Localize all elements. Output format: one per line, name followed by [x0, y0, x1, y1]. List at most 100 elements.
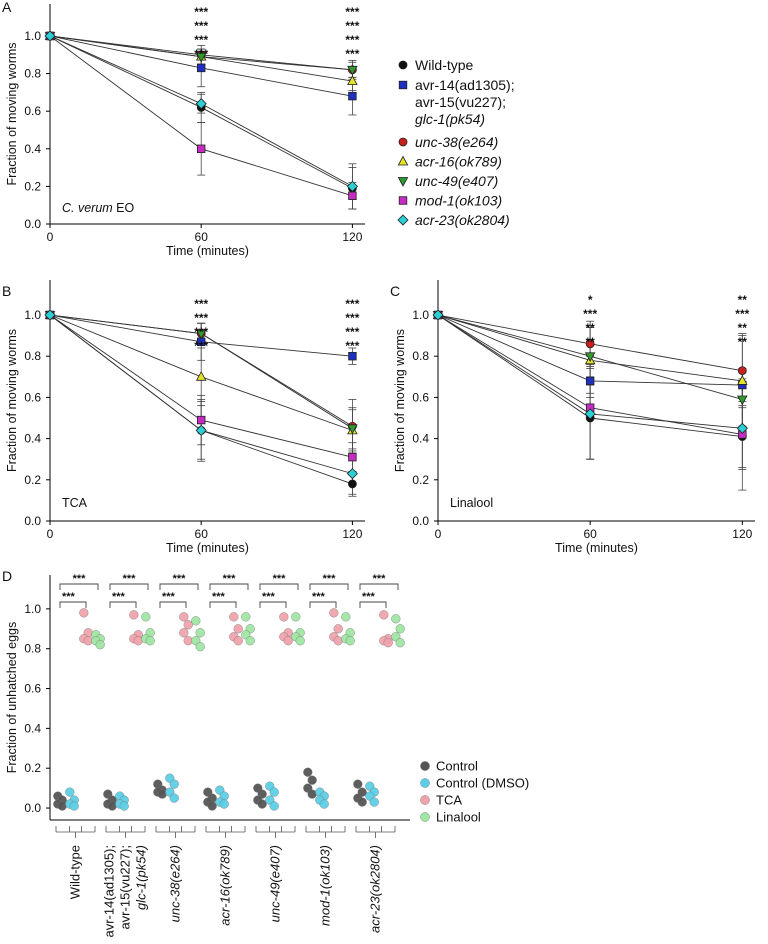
- data-point: [347, 479, 357, 489]
- y-tick-label: 0.6: [24, 390, 41, 404]
- x-axis-title: Time (minutes): [166, 244, 249, 258]
- significance-stars: ***: [323, 573, 337, 585]
- significance-stars: ***: [194, 47, 208, 61]
- data-point: [348, 352, 357, 361]
- significance-bracket: [159, 583, 199, 590]
- data-point: [345, 636, 355, 646]
- panel-letter: C: [390, 283, 400, 299]
- data-point: [295, 636, 305, 646]
- data-point: [269, 801, 279, 811]
- significance-stars: ***: [362, 591, 376, 603]
- data-point: [79, 608, 89, 618]
- data-point: [303, 767, 313, 777]
- legend-label: glc-1(pk54): [415, 111, 485, 127]
- data-point: [195, 52, 207, 63]
- data-point: [391, 614, 401, 624]
- significance-stars: ***: [735, 307, 749, 321]
- category-label: acr-23(ok2804): [368, 845, 383, 933]
- data-point: [44, 30, 56, 42]
- data-point: [233, 624, 243, 634]
- significance-stars: ***: [73, 573, 87, 585]
- data-point: [65, 787, 75, 797]
- data-point: [229, 612, 239, 622]
- y-tick-label: 0.0: [24, 217, 41, 231]
- significance-stars: **: [738, 335, 748, 349]
- significance-stars: ***: [112, 591, 126, 603]
- legend-label: Control (DMSO): [436, 776, 529, 791]
- data-point: [195, 642, 205, 652]
- significance-stars: ***: [583, 307, 597, 321]
- significance-stars: ***: [312, 591, 326, 603]
- data-point: [129, 610, 139, 620]
- significance-stars: ***: [194, 325, 208, 339]
- y-tick-label: 0.0: [24, 801, 41, 815]
- data-point: [283, 636, 293, 646]
- significance-stars: ***: [123, 573, 137, 585]
- panel-letter: D: [2, 568, 12, 584]
- x-tick-label: 60: [195, 230, 209, 244]
- data-point: [383, 638, 393, 648]
- data-point: [369, 797, 379, 807]
- significance-stars: **: [738, 321, 748, 335]
- data-point: [196, 144, 206, 153]
- data-point: [133, 636, 143, 646]
- significance-bracket: [209, 601, 237, 608]
- legend-marker: [420, 761, 430, 771]
- significance-bracket: [309, 601, 337, 608]
- legend-marker: [398, 60, 408, 70]
- legend-label: acr-16(ok789): [415, 154, 502, 170]
- legend-label: avr-15(vu227);: [415, 94, 506, 110]
- data-point: [195, 424, 207, 436]
- data-point: [347, 65, 358, 76]
- y-tick-label: 0.2: [24, 761, 41, 775]
- x-tick-label: 0: [47, 527, 54, 541]
- legend-label: Wild-type: [415, 57, 474, 73]
- data-point: [44, 309, 56, 321]
- data-point: [585, 376, 595, 386]
- significance-bracket: [259, 601, 287, 608]
- significance-bracket: [59, 583, 99, 590]
- data-point: [395, 624, 405, 634]
- significance-bracket: [209, 583, 249, 590]
- data-point: [141, 612, 151, 622]
- legend-label: avr-14(ad1305);: [415, 77, 515, 93]
- data-point: [195, 628, 205, 638]
- data-point: [196, 63, 206, 73]
- legend-marker: [397, 177, 409, 187]
- y-tick-label: 0.0: [24, 514, 41, 528]
- significance-stars: ***: [345, 5, 359, 19]
- y-tick-label: 0.8: [24, 642, 41, 656]
- legend-marker: [397, 214, 409, 226]
- significance-bracket: [109, 583, 149, 590]
- y-tick-label: 0.2: [412, 473, 429, 487]
- data-point: [191, 616, 201, 626]
- y-axis-title: Fraction of moving worms: [5, 329, 19, 472]
- data-point: [95, 640, 105, 650]
- significance-bracket: [59, 601, 87, 608]
- y-tick-label: 0.4: [24, 432, 41, 446]
- legend-A: Wild-type avr-14(ad1305);avr-15(vu227);gl…: [397, 57, 515, 228]
- data-point: [737, 375, 748, 385]
- data-point: [245, 636, 255, 646]
- data-point: [348, 191, 357, 200]
- significance-stars: ***: [194, 33, 208, 47]
- category-label: glc-1(pk54): [134, 845, 149, 910]
- condition-label: Linalool: [450, 496, 493, 510]
- data-point: [333, 624, 343, 634]
- legend-label: unc-49(e407): [415, 173, 498, 189]
- legend-label: Linalool: [436, 810, 481, 825]
- data-point: [341, 612, 351, 622]
- data-point: [69, 801, 79, 811]
- data-point: [279, 612, 289, 622]
- y-axis-title: Fraction of moving worms: [5, 42, 19, 185]
- x-tick-label: 0: [47, 230, 54, 244]
- significance-stars: ***: [194, 339, 208, 353]
- data-point: [584, 352, 596, 363]
- y-tick-label: 1.0: [412, 308, 429, 322]
- data-point: [329, 608, 339, 618]
- significance-stars: **: [585, 321, 595, 335]
- y-tick-label: 1.0: [24, 29, 41, 43]
- y-tick-label: 0.4: [24, 142, 41, 156]
- significance-stars: ***: [162, 591, 176, 603]
